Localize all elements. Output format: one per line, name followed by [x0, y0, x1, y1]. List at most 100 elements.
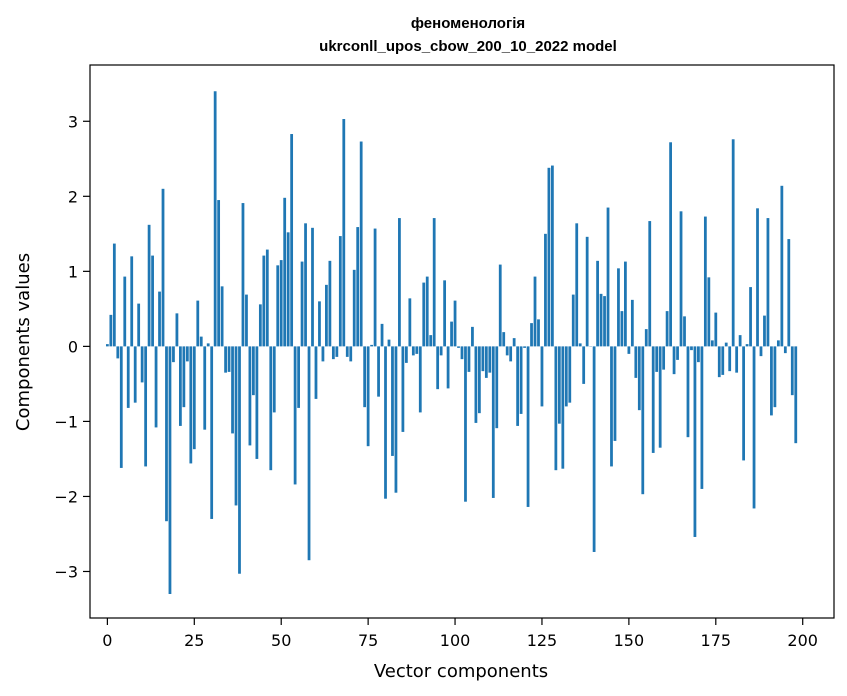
bar-105: [471, 326, 474, 347]
bar-190: [766, 218, 770, 347]
bar-5: [123, 276, 127, 347]
bar-166: [683, 316, 686, 347]
bar-47: [269, 346, 273, 471]
bar-187: [756, 208, 759, 347]
bar-87: [408, 298, 412, 347]
bar-175: [714, 312, 718, 347]
bar-26: [196, 300, 200, 347]
bar-73: [359, 141, 363, 347]
bar-148: [620, 311, 624, 347]
bar-172: [703, 216, 707, 347]
bar-81: [387, 339, 391, 347]
bar-120: [523, 346, 526, 348]
bar-93: [429, 335, 433, 347]
bar-104: [467, 346, 471, 372]
bar-126: [544, 233, 547, 347]
bar-63: [325, 284, 328, 347]
bar-11: [144, 346, 148, 467]
bar-19: [172, 346, 175, 363]
bar-184: [745, 344, 749, 347]
bar-99: [450, 321, 453, 347]
bar-128: [551, 165, 554, 347]
bar-95: [436, 346, 440, 390]
bar-176: [717, 346, 721, 378]
bar-129: [554, 346, 558, 471]
bar-178: [724, 342, 728, 347]
bar-169: [693, 346, 697, 537]
bar-127: [547, 167, 551, 347]
bar-162: [669, 142, 672, 347]
bar-151: [630, 299, 634, 347]
y-tick-label-3: 3: [68, 112, 78, 131]
bar-6: [126, 346, 130, 408]
x-tick-label-25: 25: [184, 631, 204, 650]
bar-119: [519, 346, 523, 414]
bar-4: [119, 346, 123, 468]
bar-51: [283, 197, 287, 347]
bar-115: [505, 346, 509, 356]
bar-41: [248, 346, 252, 446]
bar-20: [175, 313, 179, 347]
bar-114: [502, 332, 506, 347]
bar-181: [735, 346, 739, 373]
bar-64: [328, 260, 332, 347]
y-tick-label-0: 0: [68, 337, 78, 356]
bar-142: [599, 293, 603, 347]
bar-153: [637, 346, 641, 411]
bar-194: [780, 185, 784, 347]
bar-197: [790, 346, 794, 396]
bar-46: [265, 249, 269, 347]
bar-123: [533, 276, 537, 347]
bar-141: [596, 260, 599, 347]
bar-10: [140, 346, 144, 383]
bar-111: [491, 346, 495, 498]
bar-series: [105, 91, 798, 594]
bar-143: [603, 296, 606, 347]
bar-14: [154, 346, 158, 428]
bar-134: [571, 294, 575, 347]
bar-144: [606, 207, 610, 347]
bar-69: [345, 346, 349, 357]
bar-37: [234, 346, 238, 506]
bar-25: [192, 346, 196, 450]
bar-82: [391, 346, 394, 456]
bar-9: [137, 303, 141, 347]
x-tick-label-0: 0: [102, 631, 112, 650]
bar-1: [109, 314, 113, 347]
bar-24: [189, 346, 193, 464]
bar-34: [224, 346, 227, 373]
bar-168: [690, 346, 693, 351]
bar-140: [592, 346, 596, 552]
bar-150: [627, 346, 631, 354]
x-axis-label: Vector components: [374, 661, 548, 682]
bar-75: [366, 346, 370, 447]
bar-55: [297, 346, 300, 408]
bar-180: [731, 139, 735, 347]
bar-131: [561, 346, 565, 469]
bar-85: [401, 346, 405, 432]
x-tick-label-175: 175: [701, 631, 732, 650]
bar-183: [742, 346, 745, 461]
bar-88: [411, 346, 415, 356]
bar-15: [158, 291, 161, 347]
bar-12: [147, 224, 151, 347]
bar-110: [488, 346, 492, 373]
bar-52: [286, 232, 290, 347]
bar-62: [321, 346, 325, 362]
bar-171: [700, 346, 704, 489]
bar-72: [356, 227, 360, 347]
bar-170: [697, 346, 700, 363]
y-tick-label--3: −3: [54, 562, 78, 581]
bar-163: [672, 346, 676, 375]
bar-101: [457, 346, 460, 348]
bar-13: [151, 255, 154, 347]
bar-147: [617, 268, 620, 347]
bar-155: [644, 329, 648, 347]
x-tick-label-125: 125: [527, 631, 558, 650]
bar-137: [582, 346, 586, 384]
bar-61: [318, 301, 321, 347]
bar-117: [512, 338, 516, 347]
bar-89: [415, 346, 419, 354]
bar-48: [272, 346, 276, 413]
